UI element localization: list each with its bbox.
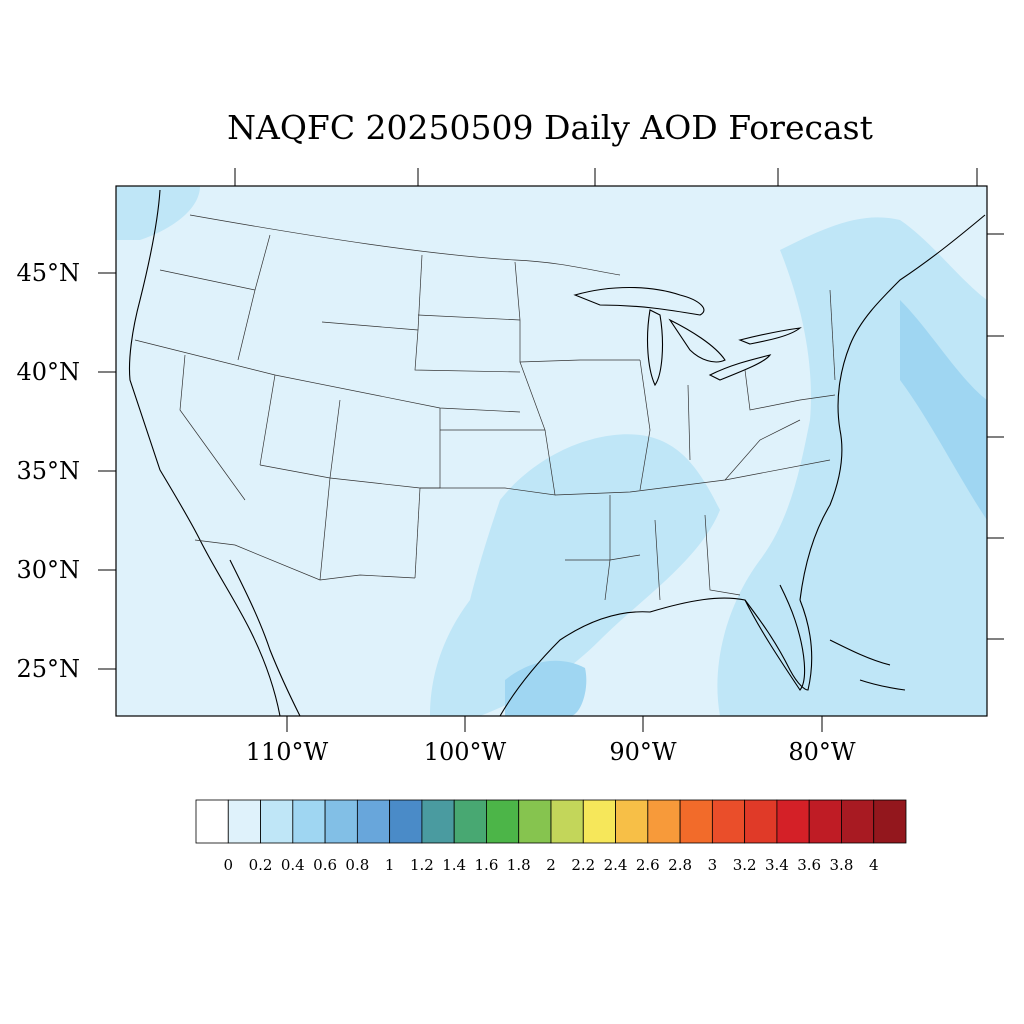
aod-region-south-central <box>430 434 720 716</box>
colorbar-tick-label: 0.6 <box>313 856 337 874</box>
page-title: NAQFC 20250509 Daily AOD Forecast <box>227 108 873 147</box>
colorbar-swatch <box>582 799 616 844</box>
colorbar-swatch <box>453 799 487 844</box>
aod-region-atlantic <box>900 300 987 520</box>
colorbar-swatch <box>486 799 520 844</box>
colorbar-swatch <box>744 799 778 844</box>
colorbar-tick-label: 1.4 <box>442 856 466 874</box>
lat-label-25: 25°N <box>16 655 80 683</box>
colorbar-labels: 0 0.2 0.4 0.6 0.8 1 1.2 1.4 1.6 1.8 2 2.2 2.4 2.6 2.8 3… <box>223 856 878 874</box>
colorbar-tick-label: 2.6 <box>636 856 660 874</box>
colorbar-tick-label: 3.6 <box>797 856 821 874</box>
colorbar-swatch <box>356 799 391 844</box>
lat-label-40: 40°N <box>16 358 80 386</box>
colorbar-swatch <box>711 799 746 844</box>
colorbar-tick-label: 1.2 <box>410 856 434 874</box>
colorbar-swatch <box>841 799 875 844</box>
colorbar-tick-label: 1.6 <box>475 856 499 874</box>
colorbar-swatch <box>873 799 907 844</box>
map-lines <box>128 189 986 716</box>
colorbar-tick-label: 2.4 <box>604 856 628 874</box>
colorbar-swatch <box>421 799 455 844</box>
colorbar-tick-label: 3.2 <box>733 856 757 874</box>
colorbar-swatch <box>389 799 423 844</box>
colorbar-tick-label: 4 <box>869 856 879 874</box>
colorbar-swatch <box>227 799 261 844</box>
colorbar-tick-label: 2.8 <box>668 856 692 874</box>
aod-region-texas-gulf <box>505 660 587 716</box>
lat-label-45: 45°N <box>16 259 80 287</box>
colorbar-tick-label: 2.2 <box>571 856 595 874</box>
lon-label-80w: 80°W <box>788 738 856 766</box>
colorbar-tick-label: 1.8 <box>507 856 531 874</box>
colorbar-tick-label: 0.4 <box>281 856 305 874</box>
colorbar-swatch <box>808 799 842 844</box>
colorbar-swatch <box>324 799 358 844</box>
aod-field <box>116 186 987 716</box>
lon-label-100w: 100°W <box>424 738 507 766</box>
map-frame <box>115 185 988 717</box>
colorbar-swatch <box>518 799 552 844</box>
lat-label-30: 30°N <box>16 556 80 584</box>
colorbar-tick-label: 0.2 <box>249 856 273 874</box>
colorbar-swatch <box>776 799 810 844</box>
top-ticks <box>234 168 978 186</box>
colorbar-swatch <box>550 799 584 844</box>
colorbar-swatch <box>195 799 229 844</box>
colorbar <box>195 799 907 844</box>
lat-label-35: 35°N <box>16 457 80 485</box>
left-ticks <box>98 272 116 670</box>
colorbar-tick-label: 3.8 <box>830 856 854 874</box>
colorbar-swatch <box>679 799 713 844</box>
colorbar-swatch <box>615 799 649 844</box>
colorbar-tick-label: 1 <box>385 856 395 874</box>
colorbar-tick-label: 0 <box>223 856 233 874</box>
lon-label-90w: 90°W <box>609 738 677 766</box>
colorbar-swatch <box>647 799 681 844</box>
bottom-ticks <box>286 716 823 732</box>
colorbar-tick-label: 0.8 <box>345 856 369 874</box>
colorbar-tick-label: 2 <box>546 856 556 874</box>
colorbar-swatch <box>260 799 294 844</box>
right-ticks <box>987 233 1004 640</box>
colorbar-tick-label: 3.4 <box>765 856 789 874</box>
lon-label-110w: 110°W <box>246 738 329 766</box>
colorbar-swatch <box>292 799 326 844</box>
colorbar-tick-label: 3 <box>708 856 718 874</box>
